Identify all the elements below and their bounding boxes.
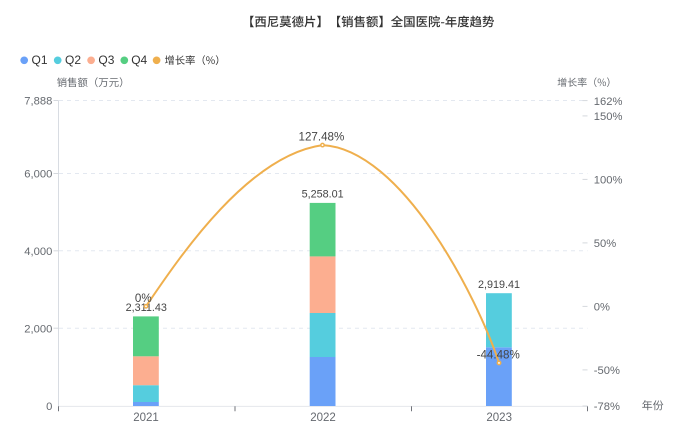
svg-text:2021: 2021 xyxy=(133,412,159,424)
svg-text:-50%: -50% xyxy=(594,365,620,377)
svg-text:6,000: 6,000 xyxy=(24,169,52,181)
svg-text:-78%: -78% xyxy=(594,401,620,413)
svg-text:150%: 150% xyxy=(594,111,623,123)
svg-text:Q3: Q3 xyxy=(98,53,114,67)
svg-text:162%: 162% xyxy=(594,96,623,108)
svg-text:Q1: Q1 xyxy=(32,53,48,67)
svg-text:127.48%: 127.48% xyxy=(299,130,345,143)
svg-text:0: 0 xyxy=(46,401,52,413)
svg-text:7,888: 7,888 xyxy=(24,96,52,108)
svg-text:2022: 2022 xyxy=(310,412,336,424)
svg-text:100%: 100% xyxy=(594,175,623,187)
svg-text:0%: 0% xyxy=(594,302,610,314)
svg-text:Q2: Q2 xyxy=(65,53,81,67)
svg-text:2,919.41: 2,919.41 xyxy=(478,279,520,291)
svg-text:Q4: Q4 xyxy=(131,53,147,67)
svg-text:2023: 2023 xyxy=(486,412,512,424)
svg-text:2,000: 2,000 xyxy=(24,323,52,335)
svg-text:0%: 0% xyxy=(135,292,152,305)
svg-text:-44.48%: -44.48% xyxy=(477,348,520,361)
svg-text:4,000: 4,000 xyxy=(24,246,52,258)
svg-text:5,258.01: 5,258.01 xyxy=(302,188,344,200)
svg-text:50%: 50% xyxy=(594,238,616,250)
